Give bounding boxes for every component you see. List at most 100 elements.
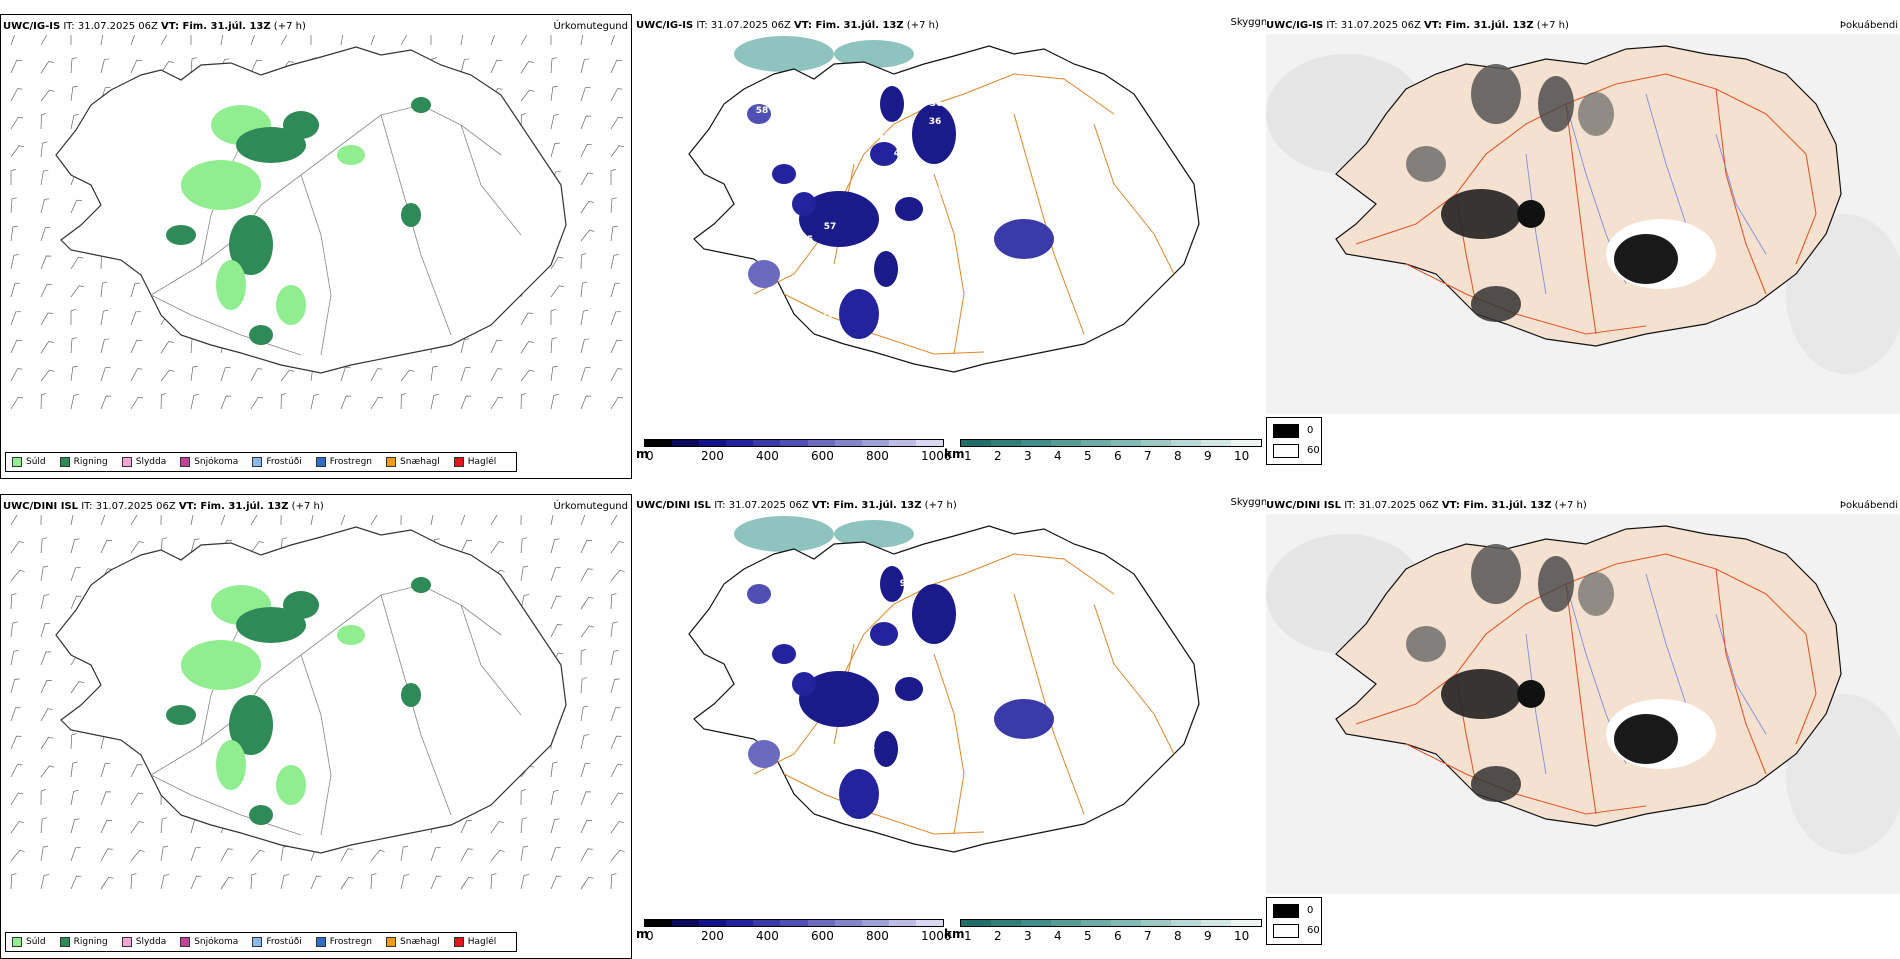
- legend-swatch: [315, 457, 326, 467]
- cloud-base-label: 57: [824, 222, 837, 232]
- legend-label: Frostúði: [266, 937, 302, 947]
- wind-barb: [460, 338, 470, 354]
- wind-barb: [550, 624, 563, 638]
- colorbar-unit-km: km: [944, 927, 965, 941]
- precipitation-map[interactable]: [1, 35, 631, 445]
- wind-barb: [10, 792, 24, 806]
- colorbar-segment: [1201, 920, 1231, 926]
- wind-barb: [550, 256, 564, 270]
- iceland-outline: [55, 526, 567, 854]
- wind-barb: [460, 539, 472, 554]
- wind-barb: [550, 337, 557, 354]
- wind-barb: [40, 113, 47, 130]
- wind-barb: [10, 569, 25, 582]
- fog-areas: [1406, 64, 1716, 322]
- colorbar-km: [960, 439, 1262, 447]
- panel-header: UWC/DINI ISL IT: 31.07.2025 06Z VT: Fim.…: [1266, 500, 1587, 511]
- wind-barb: [580, 705, 589, 722]
- wind-barb: [580, 253, 587, 270]
- cloud-base-label: 59: [820, 295, 833, 305]
- lead-time: (+7 h): [270, 21, 306, 32]
- legend-item: Haglél: [453, 937, 496, 947]
- wind-barb: [580, 625, 595, 638]
- wind-barb: [10, 764, 23, 778]
- wind-barb: [370, 515, 378, 526]
- colorbar-tick: 5: [1084, 929, 1092, 943]
- wind-barb: [460, 848, 473, 862]
- colorbar-segment: [1171, 440, 1201, 446]
- wind-barb: [10, 88, 23, 102]
- colorbar-segment: [1231, 440, 1261, 446]
- colorbar-segment: [991, 440, 1021, 446]
- legend-item: Súld: [12, 457, 46, 467]
- wind-barb: [340, 395, 352, 410]
- precipitation-map[interactable]: [1, 515, 631, 925]
- wind-barb: [130, 59, 142, 74]
- wind-barb: [550, 85, 558, 102]
- panel-header: UWC/DINI ISL IT: 31.07.2025 06Z VT: Fim.…: [3, 501, 324, 512]
- wind-barb: [400, 35, 408, 46]
- iceland-outline: [688, 525, 1200, 853]
- wind-barb: [400, 393, 407, 410]
- colorbar-segment: [1171, 920, 1201, 926]
- legend-label: Rigning: [73, 937, 108, 947]
- wind-barb: [550, 57, 557, 74]
- wind-barb: [40, 874, 50, 890]
- wind-barb: [340, 848, 353, 862]
- wind-barb: [250, 59, 262, 74]
- wind-barb: [610, 116, 624, 130]
- panel-title: Úrkomutegund: [553, 501, 628, 512]
- colorbar-segment: [1111, 440, 1141, 446]
- colorbar-segment: [672, 920, 700, 926]
- iceland-outline: [55, 46, 567, 374]
- cloud-base-label: 55: [898, 858, 911, 868]
- wind-barb: [610, 873, 617, 890]
- wind-barb: [40, 736, 54, 750]
- cloud-base-label: 47: [907, 349, 920, 359]
- colorbar-segment: [888, 440, 916, 446]
- wind-barb: [190, 847, 201, 862]
- wind-barb: [70, 256, 84, 270]
- cloud-base-label: 52: [730, 237, 743, 247]
- colorbar-segment: [1081, 920, 1111, 926]
- cloud-base-label: 65: [931, 863, 944, 873]
- colorbar-tick: 400: [756, 929, 779, 943]
- legend-label: Snjókoma: [194, 937, 239, 947]
- wind-barb: [40, 594, 50, 610]
- cloud-base-label: 46: [931, 723, 944, 733]
- wind-barb: [250, 368, 263, 382]
- legend-swatch: [59, 937, 70, 947]
- wind-barb: [490, 821, 504, 834]
- colorbar-tick: 600: [811, 449, 834, 463]
- wind-barb: [610, 282, 620, 298]
- colorbar-unit-m: m: [636, 927, 649, 941]
- issue-time: IT: 31.07.2025 06Z: [60, 21, 162, 32]
- issue-time: IT: 31.07.2025 06Z: [1341, 500, 1442, 511]
- colorbar-km: [960, 919, 1262, 927]
- wind-barb: [340, 876, 354, 890]
- wind-barb: [550, 761, 558, 778]
- wind-barb: [580, 58, 590, 74]
- wind-barb: [10, 621, 18, 638]
- wind-barb: [10, 311, 21, 326]
- wind-barb: [580, 568, 593, 582]
- wind-barb: [70, 199, 82, 214]
- legend-item: Rigning: [59, 937, 108, 947]
- colorbar-segment: [1051, 440, 1081, 446]
- cloud-base-label: 77: [913, 292, 926, 302]
- precip-areas: [166, 97, 431, 345]
- wind-barb: [460, 515, 466, 526]
- fog-indicator-map[interactable]: [1266, 34, 1900, 414]
- model-row-2: UWC/DINI ISL IT: 31.07.2025 06Z VT: Fim.…: [0, 494, 1900, 959]
- wind-barb: [610, 621, 618, 638]
- wind-barb: [160, 537, 168, 554]
- cloud-base-label: 36: [929, 117, 942, 127]
- colorbar-tick: 200: [701, 929, 724, 943]
- wind-barb: [10, 254, 19, 270]
- colorbar-tick: 3: [1024, 449, 1032, 463]
- colorbar-tick: 7: [1144, 929, 1152, 943]
- fog-indicator-map[interactable]: [1266, 514, 1900, 894]
- legend-label: Frostregn: [329, 937, 373, 947]
